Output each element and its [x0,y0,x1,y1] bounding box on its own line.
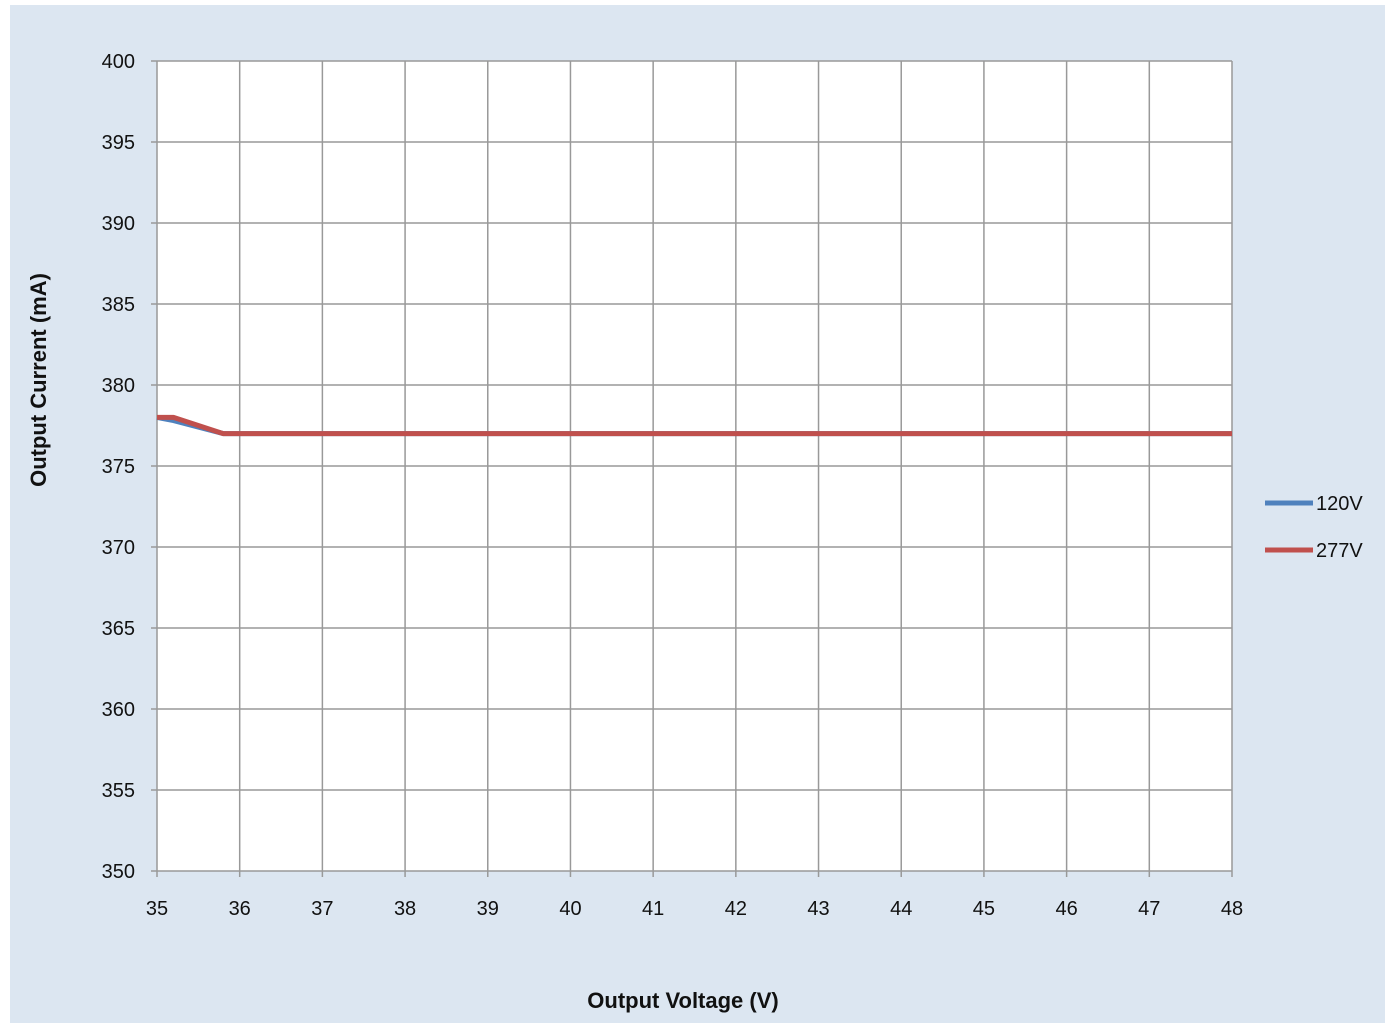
grid [151,60,1233,877]
legend-label: 120V [1316,493,1363,515]
x-tick-label: 38 [394,898,416,920]
y-tick-label: 380 [102,375,135,397]
x-tick-label: 37 [311,898,333,920]
y-tick-label: 365 [102,618,135,640]
y-tick-label: 385 [102,294,135,316]
legend: 120V 277V [1265,493,1363,562]
legend-label: 277V [1316,540,1363,562]
x-tick-label: 40 [559,898,581,920]
series-line-277V [157,414,1232,437]
y-tick-label: 400 [102,51,135,73]
x-tick-label: 43 [807,898,829,920]
x-tick-label: 47 [1138,898,1160,920]
x-tick-label: 35 [146,898,168,920]
series-lines [156,414,1232,437]
x-tick-label: 39 [477,898,499,920]
y-tick-label: 395 [102,132,135,154]
y-tick-label: 375 [102,456,135,478]
x-tick-label: 45 [973,898,995,920]
x-axis-ticks: 35 36 37 38 39 40 41 42 43 44 45 46 47 48 [146,898,1243,920]
x-tick-label: 44 [890,898,912,920]
x-tick-label: 42 [725,898,747,920]
y-tick-label: 355 [102,780,135,802]
y-tick-label: 360 [102,699,135,721]
y-axis-ticks: 350 355 360 365 370 375 380 385 390 395 400 [102,51,135,883]
x-tick-label: 41 [642,898,664,920]
x-axis-title: Output Voltage (V) [587,988,778,1013]
x-tick-label: 36 [229,898,251,920]
y-axis-title: Output Current (mA) [26,273,51,487]
x-tick-label: 46 [1055,898,1077,920]
y-tick-label: 350 [102,861,135,883]
y-tick-label: 390 [102,213,135,235]
y-tick-label: 370 [102,537,135,559]
x-tick-label: 48 [1221,898,1243,920]
